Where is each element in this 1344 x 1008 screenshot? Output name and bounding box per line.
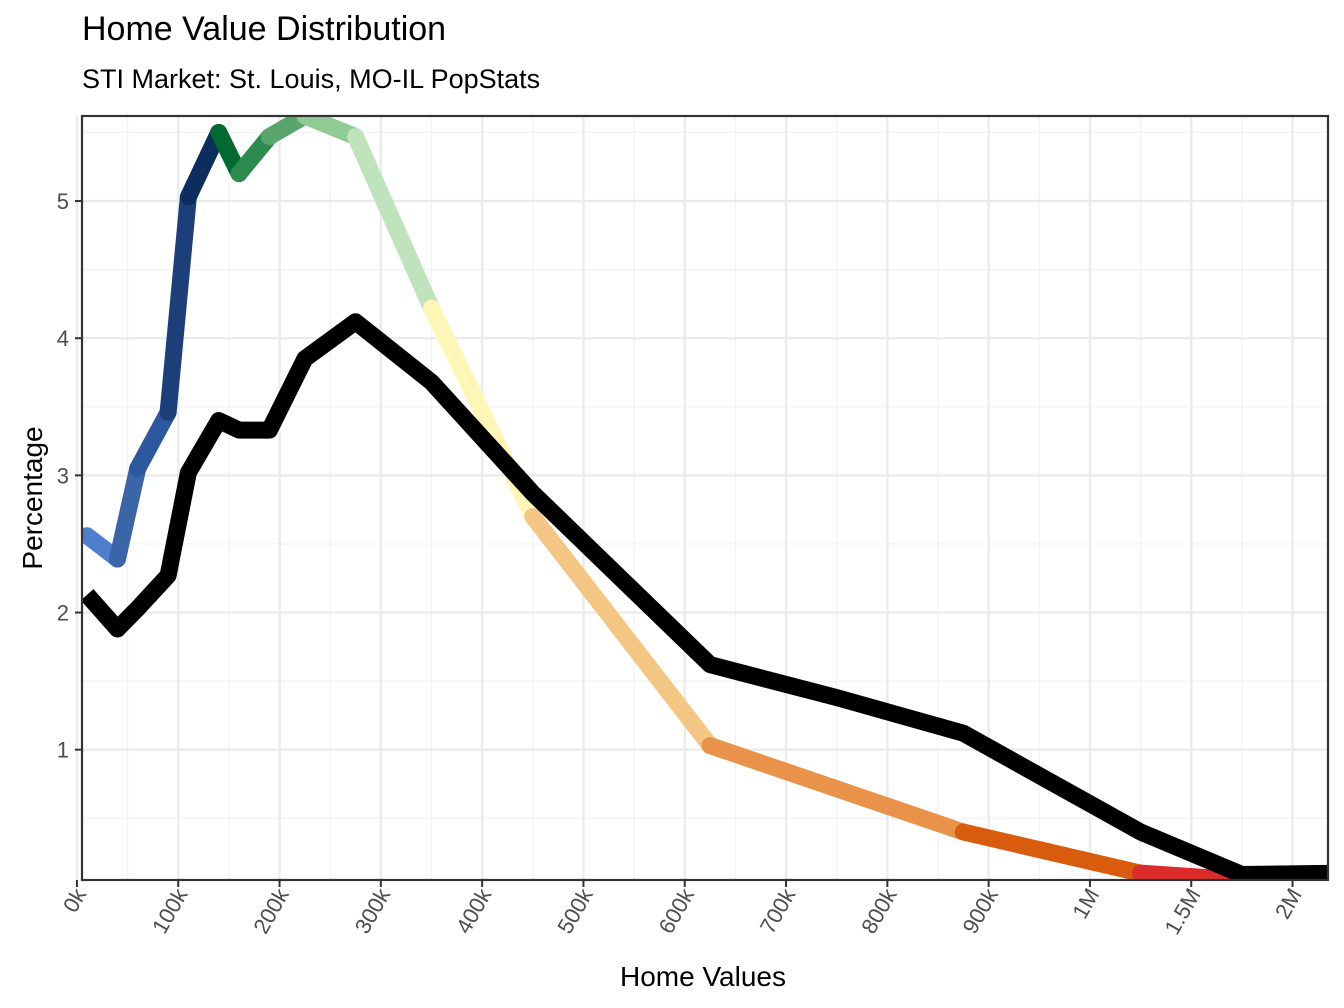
x-axis-title: Home Values [620, 961, 786, 992]
chart-subtitle: STI Market: St. Louis, MO-IL PopStats [82, 64, 541, 94]
segment-line [179, 123, 228, 206]
y-tick-label: 4 [57, 326, 69, 351]
y-tick-label: 1 [57, 738, 69, 763]
x-tick-label: 100k [147, 883, 193, 938]
x-tick-label: 800k [856, 883, 902, 938]
x-tick-label: 300k [350, 883, 396, 938]
chart-title: Home Value Distribution [82, 10, 447, 48]
y-axis-title: Percentage [17, 426, 48, 569]
segment-line [129, 403, 177, 478]
segment-line [701, 737, 972, 841]
segment-line [347, 128, 440, 317]
plot-panel [82, 116, 1328, 880]
segment-line [296, 116, 365, 146]
x-tick-label: 1.5M [1159, 884, 1205, 939]
segment-line [108, 460, 147, 568]
market-line [82, 313, 1328, 880]
x-tick-label: 1M [1067, 884, 1104, 923]
grid-lines [75, 116, 1328, 880]
segment-line [159, 188, 197, 421]
y-tick-label: 3 [57, 463, 69, 488]
plot-border [80, 114, 1330, 882]
x-tick-label: 900k [957, 883, 1003, 938]
x-tick-label: 0k [58, 883, 92, 916]
segment-line [524, 508, 719, 755]
x-tick-label: 600k [654, 883, 700, 938]
y-tick-label: 5 [57, 189, 69, 214]
segment-line [1132, 864, 1251, 880]
y-tick-label: 2 [57, 601, 69, 626]
x-tick-label: 2M [1270, 884, 1307, 923]
x-tick-label: 700k [755, 883, 801, 938]
segment-line [954, 823, 1150, 880]
x-tick-label: 400k [451, 883, 497, 938]
x-tick-label: 500k [552, 883, 598, 938]
x-tick-label: 200k [248, 883, 294, 938]
series-layer [82, 116, 1328, 880]
